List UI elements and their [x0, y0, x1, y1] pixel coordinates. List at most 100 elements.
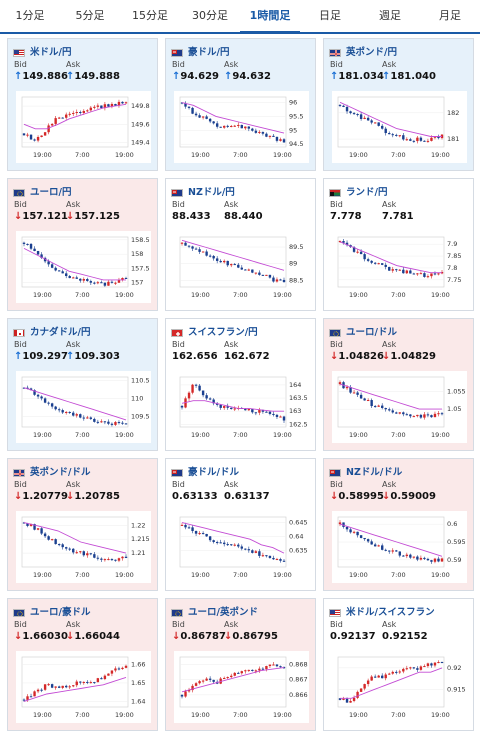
x-tick-label: 7:00 [233, 151, 248, 159]
candle-body [124, 423, 128, 425]
pair-name[interactable]: スイスフラン/円 [171, 324, 258, 338]
tab-1[interactable]: 5分足 [75, 9, 105, 22]
candle-body [191, 384, 194, 393]
candle-body [223, 406, 226, 408]
candlestick-chart[interactable]: 0.915 0.92 19:00 7:00 19:00 [332, 651, 467, 723]
candle-body [251, 269, 254, 273]
candle-body [61, 271, 64, 274]
candlestick-chart[interactable]: 181 182 19:00 7:00 19:00 [332, 91, 467, 163]
rate-card[interactable]: 英ポンド/円 Bid Ask ↑181.034 ↑181.040 181 182 19:00 7… [323, 38, 474, 171]
down-arrow-icon: ↓ [172, 631, 181, 642]
pair-name[interactable]: NZドル/ドル [329, 464, 402, 478]
candle-body [423, 557, 426, 559]
rate-card[interactable]: 豪ドル/ドル Bid Ask 0.63133 0.63137 0.635 0.64 0.645… [165, 458, 316, 591]
pair-name[interactable]: NZドル/円 [171, 184, 235, 198]
rate-card[interactable]: カナダドル/円 Bid Ask ↑109.297 ↑109.303 109.5 110 110… [7, 318, 158, 451]
pair-name[interactable]: ユーロ/ドル [329, 324, 397, 338]
candle-body [82, 110, 85, 114]
tab-0[interactable]: 1分足 [15, 9, 45, 22]
tab-2[interactable]: 15分足 [132, 9, 168, 22]
candle-body [345, 387, 349, 389]
rate-card[interactable]: ユーロ/円 Bid Ask ↓157.121 ↓157.125 157 157.5 158 15… [7, 178, 158, 311]
candle-body [65, 411, 68, 413]
rate-card[interactable]: 英ポンド/ドル Bid Ask ↓1.20779 ↓1.20785 1.21 1.215 1.… [7, 458, 158, 591]
x-tick-label: 19:00 [273, 151, 292, 159]
x-tick-label: 19:00 [431, 431, 450, 439]
candle-body [261, 131, 265, 134]
bid-value: ↑149.886 [14, 71, 68, 82]
bid-value: ↓1.20779 [14, 491, 68, 502]
candle-body [405, 414, 409, 416]
candlestick-chart[interactable]: 157 157.5 158 158.5 19:00 7:00 19:00 [16, 231, 151, 303]
pair-name[interactable]: 米ドル/円 [13, 44, 71, 58]
candlestick-chart[interactable]: 1.21 1.215 1.22 19:00 7:00 19:00 [16, 511, 151, 583]
ask-value: ↑109.303 [66, 351, 120, 362]
candlestick-chart[interactable]: 94.5 95 95.5 96 19:00 7:00 19:00 [174, 91, 309, 163]
candlestick-chart[interactable]: 7.75 7.8 7.85 7.9 19:00 7:00 19:00 [332, 231, 467, 303]
candle-body [223, 677, 226, 679]
candle-body [117, 558, 121, 561]
y-tick-label: 1.05 [447, 405, 461, 413]
pair-name[interactable]: 英ポンド/円 [329, 44, 397, 58]
pair-name[interactable]: 米ドル/スイスフラン [329, 604, 435, 618]
candle-body [86, 553, 89, 556]
up-arrow-icon: ↑ [382, 71, 391, 82]
tab-5[interactable]: 日足 [319, 9, 341, 22]
rate-card[interactable]: 豪ドル/円 Bid Ask ↑94.629 ↑94.632 94.5 95 95.5 96 19:… [165, 38, 316, 171]
ask-price: 109.303 [74, 351, 120, 362]
rate-card[interactable]: NZドル/円 Bid Ask 88.433 88.440 88.5 89 89.5 19:00 7… [165, 178, 316, 311]
pair-name-text: ユーロ/ドル [346, 327, 397, 338]
tab-6[interactable]: 週足 [379, 9, 401, 22]
tab-4[interactable]: 1時間足 [240, 0, 300, 34]
candle-body [433, 662, 437, 666]
rate-card[interactable]: ユーロ/豪ドル Bid Ask ↓1.66030 ↓1.66044 1.64 1.65 1.6… [7, 598, 158, 731]
candlestick-chart[interactable]: 88.5 89 89.5 19:00 7:00 19:00 [174, 231, 309, 303]
candle-body [405, 668, 409, 670]
y-tick-label: 89.5 [289, 243, 303, 251]
ask-price: 149.888 [74, 71, 120, 82]
pair-name[interactable]: カナダドル/円 [13, 324, 90, 338]
candlestick-chart[interactable]: 0.635 0.64 0.645 19:00 7:00 19:00 [174, 511, 309, 583]
candle-body [338, 104, 342, 106]
pair-name[interactable]: 英ポンド/ドル [13, 464, 90, 478]
pair-name[interactable]: ユーロ/円 [13, 184, 71, 198]
pair-name[interactable]: 豪ドル/円 [171, 44, 229, 58]
pair-name[interactable]: ランド/円 [329, 184, 387, 198]
rate-card[interactable]: 米ドル/円 Bid Ask ↑149.886 ↑149.888 149.4 149.6 149… [7, 38, 158, 171]
tab-3[interactable]: 30分足 [192, 9, 228, 22]
candlestick-chart[interactable]: 0.59 0.595 0.6 19:00 7:00 19:00 [332, 511, 467, 583]
pair-name[interactable]: ユーロ/英ポンド [171, 604, 258, 618]
candlestick-chart[interactable]: 1.05 1.055 19:00 7:00 19:00 [332, 371, 467, 443]
candle-body [40, 689, 43, 691]
candlestick-chart[interactable]: 109.5 110 110.5 19:00 7:00 19:00 [16, 371, 151, 443]
candle-body [268, 274, 272, 278]
pair-name-text: ユーロ/豪ドル [30, 607, 91, 618]
up-arrow-icon: ↑ [66, 351, 75, 362]
tab-7[interactable]: 月足 [439, 9, 461, 22]
rate-card[interactable]: NZドル/ドル Bid Ask ↓0.58995 ↓0.59009 0.59 0.595 0.… [323, 458, 474, 591]
candle-body [419, 137, 423, 141]
candlestick-chart[interactable]: 162.5 163 163.5 164 19:00 7:00 19:00 [174, 371, 309, 443]
rate-card[interactable]: ユーロ/ドル Bid Ask ↓1.04826 ↓1.04829 1.05 1.055 19:… [323, 318, 474, 451]
candle-body [402, 135, 405, 140]
bid-value: 0.63133 [172, 491, 218, 502]
candle-body [258, 668, 261, 671]
candle-body [359, 535, 363, 538]
candle-body [219, 404, 222, 408]
candlestick-chart[interactable]: 1.64 1.65 1.66 19:00 7:00 19:00 [16, 651, 151, 723]
rate-card[interactable]: ユーロ/英ポンド Bid Ask ↓0.86787 ↓0.86795 0.866 0.867… [165, 598, 316, 731]
x-tick-label: 19:00 [273, 711, 292, 719]
candle-body [121, 422, 124, 424]
rate-card[interactable]: ランド/円 Bid Ask 7.778 7.781 7.75 7.8 7.85 7.9 19:00… [323, 178, 474, 311]
candlestick-chart[interactable]: 149.4 149.6 149.8 19:00 7:00 19:00 [16, 91, 151, 163]
pair-name[interactable]: ユーロ/豪ドル [13, 604, 90, 618]
ask-label: Ask [382, 200, 397, 209]
candle-body [114, 282, 117, 284]
x-tick-label: 19:00 [431, 151, 450, 159]
rate-card[interactable]: スイスフラン/円 Bid Ask 162.656 162.672 162.5 163 163.… [165, 318, 316, 451]
rate-card[interactable]: 米ドル/スイスフラン Bid Ask 0.92137 0.92152 0.915 0.92 1… [323, 598, 474, 731]
candle-body [40, 396, 43, 399]
candlestick-chart[interactable]: 0.866 0.867 0.868 19:00 7:00 19:00 [174, 651, 309, 723]
pair-name[interactable]: 豪ドル/ドル [171, 464, 239, 478]
candle-body [426, 414, 430, 416]
